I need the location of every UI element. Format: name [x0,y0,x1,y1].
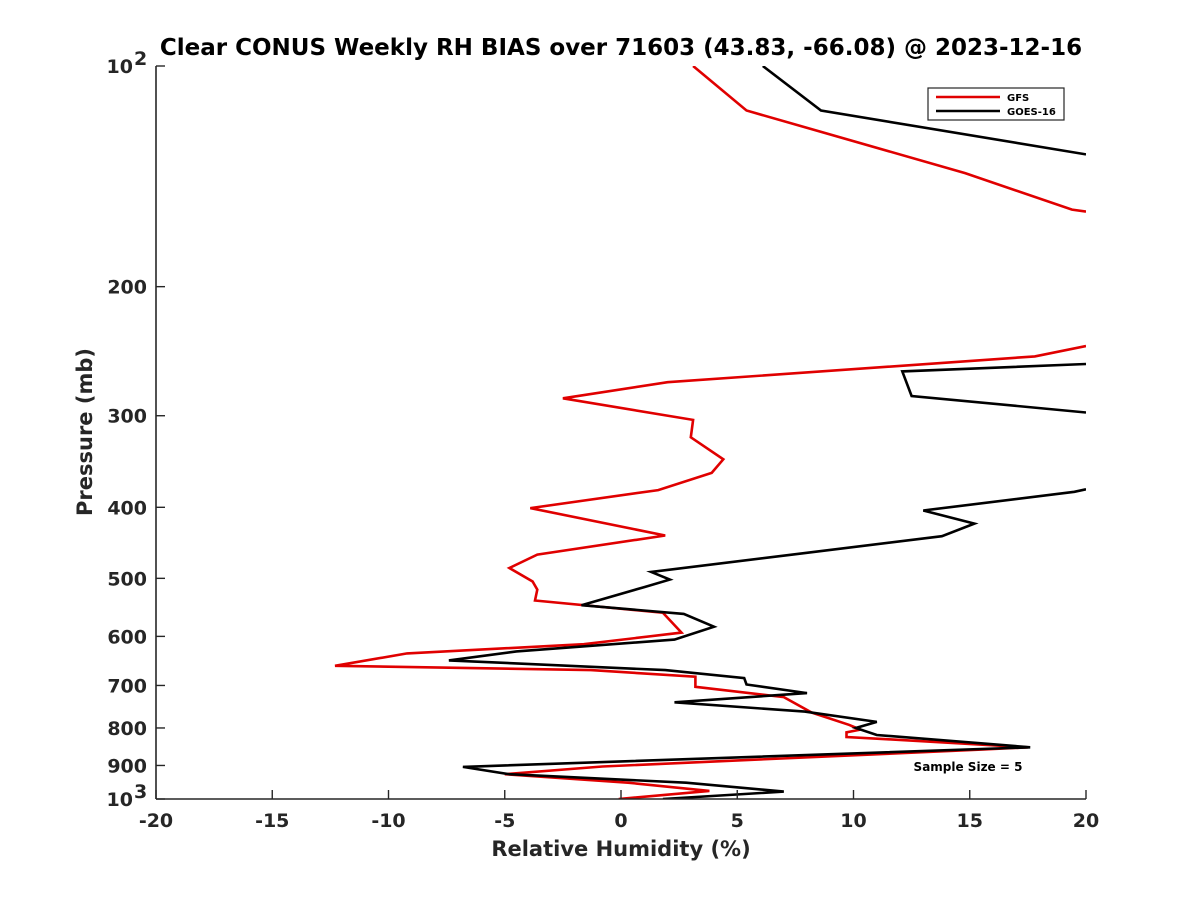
legend-label-gfs: GFS [1007,93,1029,104]
y-tick-label: 500 [107,568,147,590]
legend-label-goes-16: GOES-16 [1007,107,1056,118]
x-tick-label: 5 [731,810,744,832]
sample-size-annotation: Sample Size = 5 [914,760,1023,774]
x-tick-label: 0 [614,810,627,832]
y-tick-label: 900 [107,755,147,777]
series-line-gfs [334,66,1086,799]
y-tick-label: 10 [107,789,133,811]
y-tick-label: 600 [107,626,147,648]
x-tick-label: -10 [371,810,405,832]
x-tick-label: -5 [494,810,515,832]
y-tick-label: 700 [107,675,147,697]
chart-title: Clear CONUS Weekly RH BIAS over 71603 (4… [160,35,1082,61]
x-tick-label: 10 [840,810,866,832]
y-tick-label: 10 [107,56,133,78]
y-tick-exponent: 3 [134,781,147,803]
y-tick-label: 300 [107,406,147,428]
y-tick-exponent: 2 [134,48,147,70]
x-tick-label: 20 [1073,810,1099,832]
x-tick-label: -15 [255,810,289,832]
series-layer [334,66,1086,799]
legend-box [927,87,1065,121]
y-tick-label: 800 [107,718,147,740]
series-line-goes-16 [448,66,1086,799]
legend: GFS GOES-16 [927,87,1065,121]
x-tick-label: 15 [957,810,983,832]
y-tick-label: 200 [107,277,147,299]
x-ticks: -20 -15 -10 -5 0 5 10 15 20 [139,790,1099,832]
x-tick-label: -20 [139,810,173,832]
y-tick-label: 400 [107,497,147,519]
y-axis-label: Pressure (mb) [73,348,97,516]
x-axis-label: Relative Humidity (%) [491,837,750,861]
